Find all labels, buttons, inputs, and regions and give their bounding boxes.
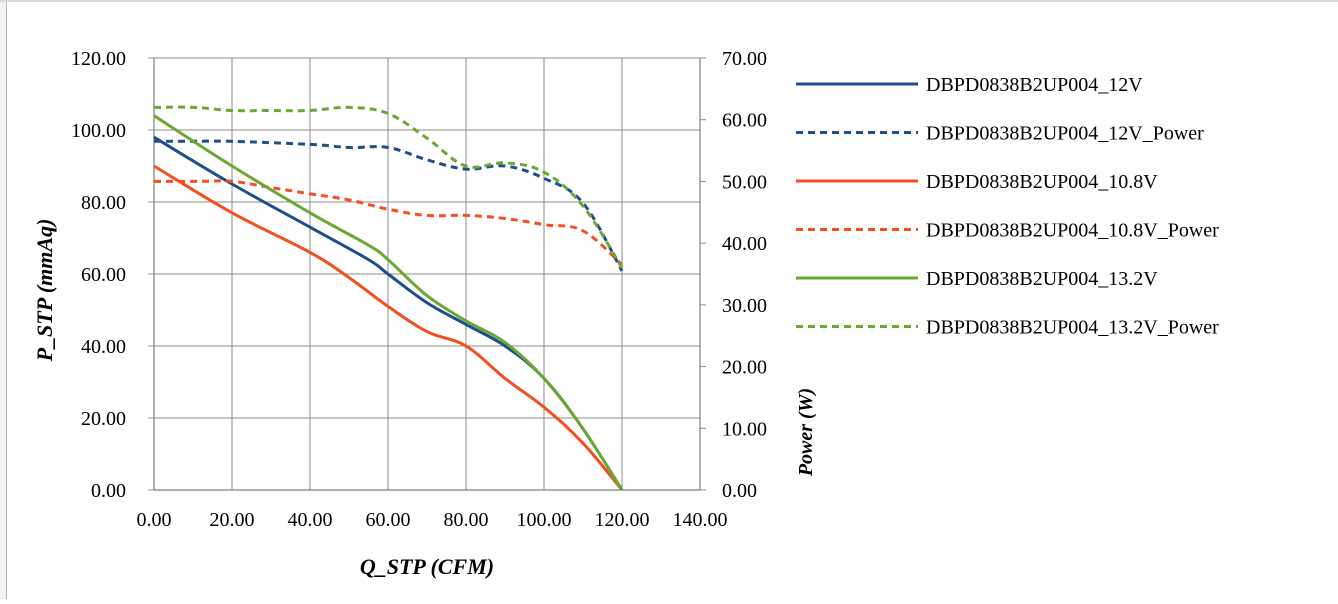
series-line-2 (153, 164, 624, 491)
x-tick-label: 80.00 (444, 509, 489, 531)
legend-label-5: DBPD0838B2UP004_13.2V_Power (926, 317, 1219, 339)
tick-labels: 0.00 20.00 40.00 60.00 80.00 100.00 120.00 140.… (71, 48, 767, 531)
x-tick-label: 60.00 (366, 509, 411, 531)
y-tick-label: 120.00 (71, 48, 126, 70)
legend-label-4: DBPD0838B2UP004_13.2V (926, 268, 1158, 290)
y-tick-label: 40.00 (81, 336, 126, 358)
x-tick-label: 100.00 (517, 509, 572, 531)
axes (153, 58, 701, 491)
x-axis-title: Q_STP (CFM) (360, 554, 494, 579)
y2-tick-label: 40.00 (722, 233, 767, 255)
y-axis-title: P_STP (mmAq) (32, 219, 57, 363)
x-tick-label: 40.00 (288, 509, 333, 531)
y2-tick-label: 20.00 (722, 357, 767, 379)
x-tick-label: 140.00 (673, 509, 728, 531)
y2-tick-label: 70.00 (722, 48, 767, 70)
y-tick-label: 0.00 (91, 480, 126, 502)
window-frame-left (0, 0, 7, 599)
x-tick-label: 0.00 (137, 509, 172, 531)
y-tick-label: 100.00 (71, 120, 126, 142)
y2-tick-label: 50.00 (722, 171, 767, 193)
series-line-1 (154, 139, 624, 272)
x-tick-label: 120.00 (595, 509, 650, 531)
legend-label-3: DBPD0838B2UP004_10.8V_Power (926, 220, 1219, 242)
legend-label-0: DBPD0838B2UP004_12V (926, 74, 1143, 96)
x-tick-label: 20.00 (210, 509, 255, 531)
y-tick-label: 80.00 (81, 192, 126, 214)
y2-tick-label: 30.00 (722, 295, 767, 317)
y-tick-label: 60.00 (81, 264, 126, 286)
y2-tick-label: 0.00 (722, 480, 757, 502)
legend-label-1: DBPD0838B2UP004_12V_Power (926, 123, 1204, 145)
y2-tick-label: 60.00 (722, 110, 767, 132)
series-line-5 (153, 105, 624, 269)
y2-axis-title: Power (W) (795, 388, 817, 477)
y2-tick-label: 10.00 (722, 418, 767, 440)
y-tick-label: 20.00 (81, 408, 126, 430)
legend: DBPD0838B2UP004_12V DBPD0838B2UP004_12V_P… (796, 74, 1219, 339)
gridlines (148, 57, 706, 491)
series-line-4 (153, 114, 624, 491)
window-frame-top (0, 0, 1338, 2)
legend-label-2: DBPD0838B2UP004_10.8V (926, 171, 1158, 193)
series-line-3 (153, 179, 624, 266)
series-group (153, 105, 624, 491)
